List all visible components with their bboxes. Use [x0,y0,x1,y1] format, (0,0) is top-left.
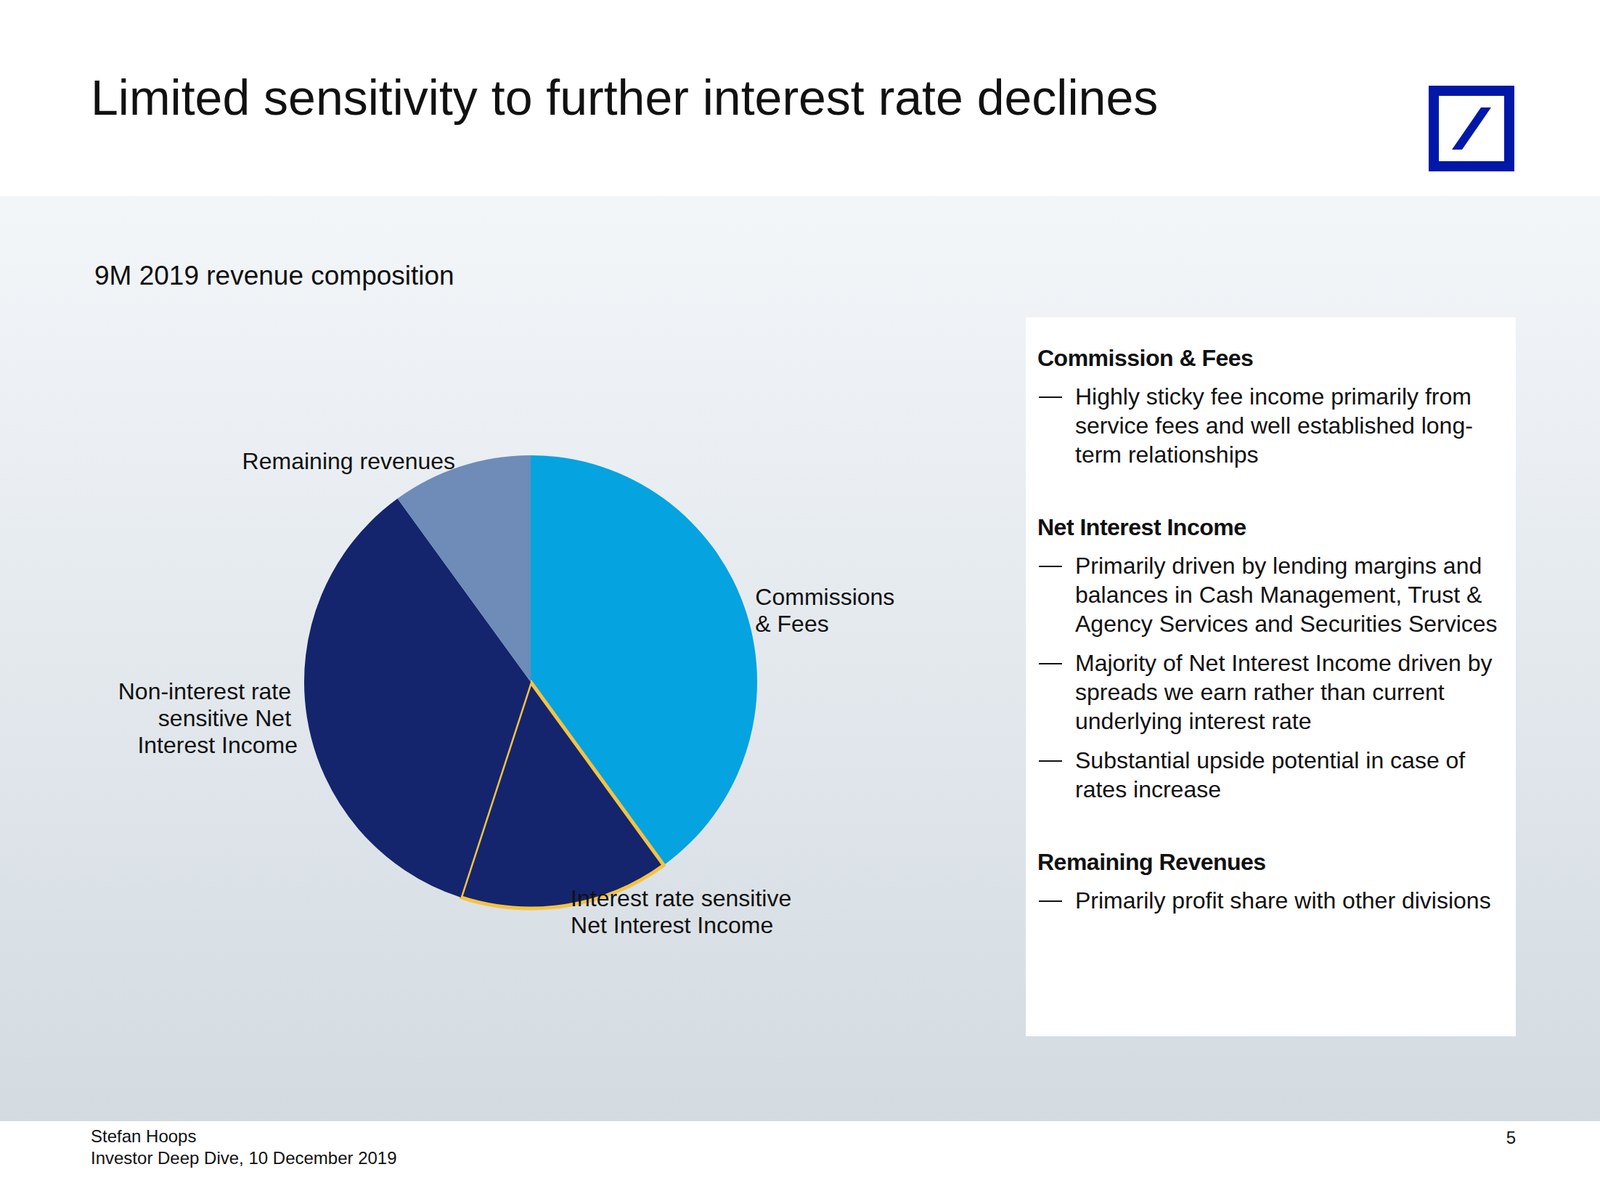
svg-text:Net Interest Income: Net Interest Income [570,911,774,938]
html-text:Net Interest Income: Net Interest Income [1037,513,1247,541]
svg-text:9M 2019 revenue composition: 9M 2019 revenue composition [94,260,455,291]
html-text:Limited sensitivity to further: Limited sensitivity to further interest … [90,69,1159,125]
html-text:Stefan Hoops: Stefan Hoops [90,1125,197,1146]
svg-text:& Fees: & Fees [754,610,829,637]
svg-text:Interest Income: Interest Income [137,731,298,758]
html-text:Substantial upside potential i: Substantial upside potential in case of … [1075,747,1466,803]
html-text:Majority of Net Interest Incom: Majority of Net Interest Income driven b… [1075,649,1493,734]
html-text:5: 5 [1506,1127,1516,1148]
svg-text:Interest rate sensitive: Interest rate sensitive [570,884,798,912]
html-text:Highly sticky fee income prima: Highly sticky fee income primarily from … [1075,383,1473,468]
html-text:Commission & Fees: Commission & Fees [1037,344,1254,371]
html-text:Remaining Revenues: Remaining Revenues [1037,848,1266,875]
svg-text:Remaining revenues: Remaining revenues [242,447,456,475]
html-text:Primarily driven by lending ma: Primarily driven by lending margins and … [1075,552,1498,637]
svg-text:Commissions: Commissions [754,583,901,610]
svg-text:Non-interest rate: Non-interest rate [118,678,298,705]
html-text:Primarily profit share with ot: Primarily profit share with other divisi… [1075,887,1491,914]
svg-text:sensitive Net: sensitive Net [158,704,298,732]
html-text:Investor Deep Dive, 10 Decembe: Investor Deep Dive, 10 December 2019 [90,1147,397,1168]
